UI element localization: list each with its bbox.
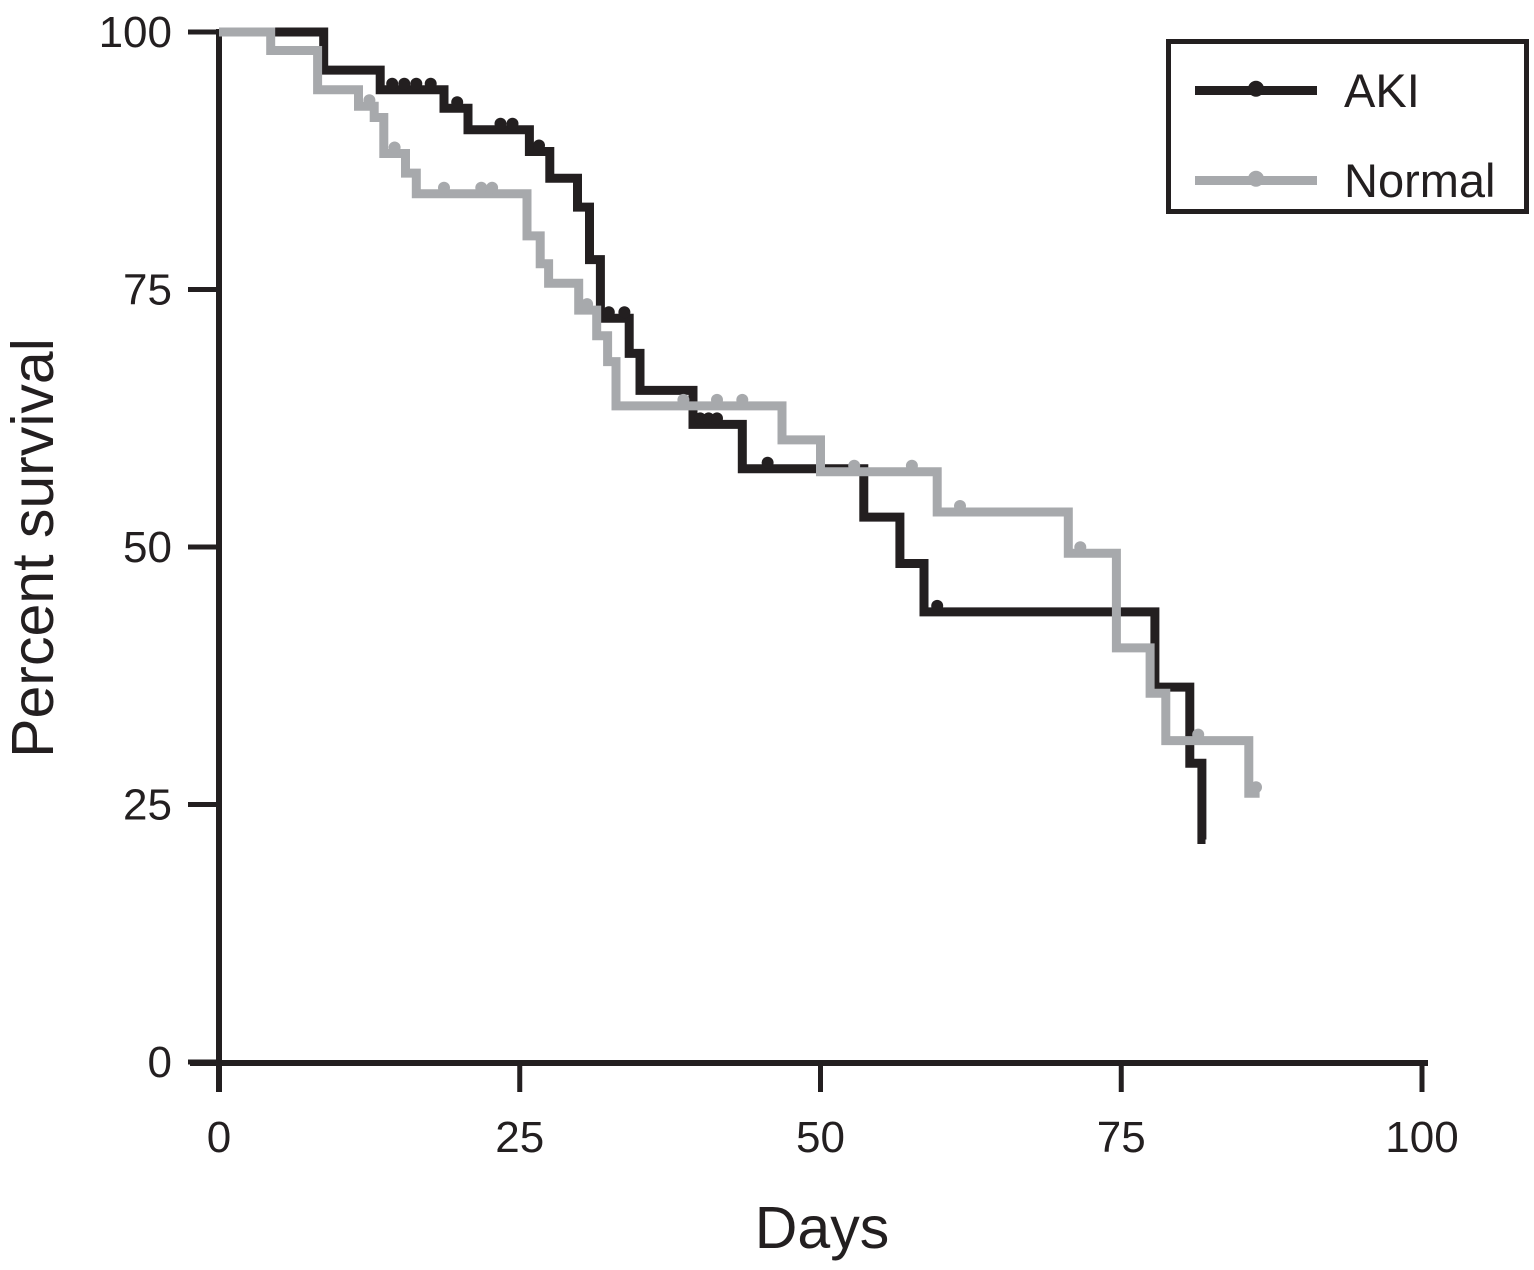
y-tick-label: 25 [123, 781, 172, 830]
normal-censor-mark [486, 181, 499, 194]
aki-censor-mark [618, 306, 631, 319]
aki-survival-curve [219, 27, 1207, 844]
aki-censor-mark [931, 599, 944, 612]
aki-line-sample [1195, 80, 1317, 97]
aki-censor-mark [761, 456, 774, 469]
x-tick-label: 50 [796, 1113, 845, 1162]
y-tick-label: 0 [148, 1038, 172, 1087]
normal-censor-mark [438, 181, 450, 194]
normal-censor-mark [736, 393, 749, 406]
normal-censor-mark [388, 141, 401, 154]
normal-censor-mark [905, 459, 918, 472]
x-tick-label: 100 [1385, 1113, 1458, 1162]
x-tick-label: 0 [207, 1113, 231, 1162]
y-tick-label: 50 [123, 523, 172, 572]
aki-censor-mark [694, 412, 707, 425]
normal-censor-mark [848, 459, 861, 472]
y-tick-label: 75 [123, 266, 172, 315]
x-tick-label: 25 [495, 1113, 544, 1162]
normal-censor-mark [1192, 728, 1205, 741]
y-tick-label: 100 [99, 8, 172, 57]
x-axis-title: Days [754, 1195, 890, 1261]
censor-dot-icon [1248, 170, 1264, 187]
aki-censor-mark [451, 96, 464, 109]
aki-censor-mark [398, 77, 411, 90]
legend-label-normal: Normal [1344, 153, 1496, 207]
aki-censor-mark [702, 412, 715, 425]
legend: AKI Normal [1166, 39, 1529, 214]
normal-censor-mark [677, 393, 690, 406]
normal-censor-mark [1250, 781, 1262, 794]
normal-censor-mark [581, 298, 594, 311]
normal-censor-mark [711, 393, 723, 406]
normal-censor-mark [954, 500, 966, 512]
aki-censor-mark [602, 306, 615, 319]
legend-label-aki: AKI [1344, 63, 1420, 117]
normal-censor-mark [475, 181, 488, 194]
aki-censor-mark [424, 77, 437, 90]
aki-censor-mark [711, 412, 723, 425]
censor-dot-icon [1248, 80, 1264, 97]
aki-censor-mark [386, 77, 399, 90]
legend-entry-normal: Normal [1195, 157, 1495, 204]
normal-line-sample [1195, 170, 1317, 187]
y-axis-title: Percent survival [0, 338, 66, 758]
normal-censor-mark [363, 94, 376, 107]
legend-entry-aki: AKI [1195, 67, 1420, 114]
aki-censor-mark [494, 117, 507, 130]
aki-censor-mark [506, 117, 519, 130]
normal-censor-mark [1074, 541, 1087, 554]
x-tick-label: 75 [1097, 1113, 1146, 1162]
aki-censor-mark [410, 77, 423, 90]
aki-censor-mark [533, 139, 545, 152]
normal-survival-curve [219, 27, 1260, 798]
